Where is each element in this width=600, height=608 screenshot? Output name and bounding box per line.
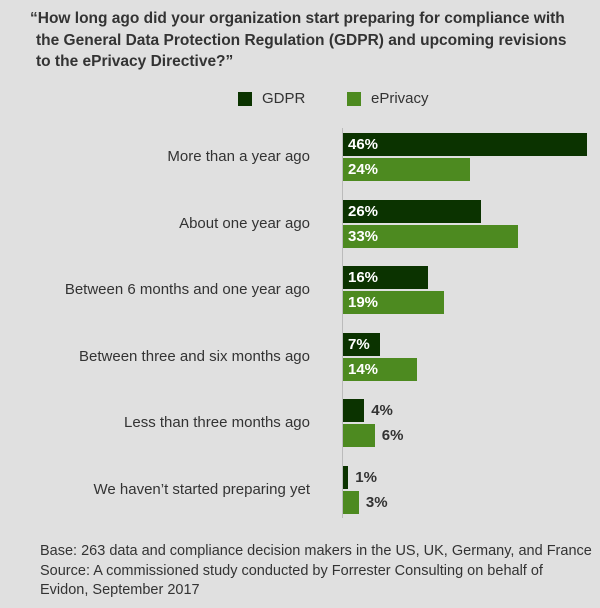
category-label: Less than three months ago: [124, 414, 310, 432]
bar-gdpr: [343, 332, 381, 356]
title-line: “How long ago did your organization star…: [30, 10, 565, 27]
data-label: 6%: [381, 427, 404, 445]
data-label: 19%: [348, 294, 379, 312]
data-label: 1%: [355, 469, 377, 486]
legend-label: GDPR: [262, 90, 306, 107]
data-label: 14%: [348, 360, 379, 378]
category-label: We haven’t started preparing yet: [93, 481, 310, 498]
bar-gdpr: [343, 133, 587, 156]
footer-base: Base: 263 data and compliance decision m…: [40, 543, 592, 559]
data-label: 46%: [348, 136, 379, 153]
chart-footer: Base: 263 data and compliance decision m…: [40, 542, 592, 601]
title-line: to the ePrivacy Directive?”: [36, 53, 234, 70]
data-label: 16%: [348, 269, 379, 287]
data-label: 26%: [348, 202, 379, 220]
title-line: the General Data Protection Regulation (…: [36, 31, 567, 49]
data-label: 33%: [348, 227, 379, 245]
bar-gdpr: [343, 199, 481, 223]
data-label: 3%: [365, 494, 388, 511]
legend-swatch-gdpr: [238, 91, 252, 106]
bar-eprivacy: [343, 424, 375, 448]
category-axis-line: [342, 128, 343, 518]
category-label: Between three and six months ago: [79, 347, 310, 365]
bar-eprivacy: [343, 291, 444, 315]
data-label: 4%: [371, 402, 393, 420]
legend-swatch-eprivacy: [347, 91, 361, 106]
bar-gdpr: [343, 266, 428, 290]
category-label: More than a year ago: [167, 148, 310, 165]
footer-source: Source: A commissioned study conducted b…: [40, 562, 543, 579]
data-label: 7%: [348, 335, 370, 353]
category-label: Between 6 months and one year ago: [64, 281, 310, 299]
category-label: About one year ago: [179, 214, 310, 232]
footer-source-cont: Evidon, September 2017: [40, 582, 200, 598]
data-label: 24%: [348, 161, 379, 178]
legend-label: ePrivacy: [371, 90, 429, 107]
bar-eprivacy: [343, 158, 471, 181]
bar-eprivacy: [343, 491, 359, 514]
bar-gdpr: [343, 399, 365, 423]
legend-item-gdpr: GDPR: [238, 90, 305, 107]
bar-eprivacy: [343, 357, 418, 381]
bar-eprivacy: [343, 224, 518, 248]
bar-gdpr: [343, 466, 349, 489]
chart-title: “How long ago did your organization star…: [30, 8, 590, 73]
legend-item-eprivacy: ePrivacy: [347, 90, 429, 107]
